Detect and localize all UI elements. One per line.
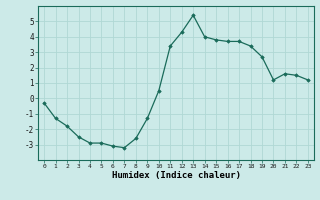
X-axis label: Humidex (Indice chaleur): Humidex (Indice chaleur) [111, 171, 241, 180]
